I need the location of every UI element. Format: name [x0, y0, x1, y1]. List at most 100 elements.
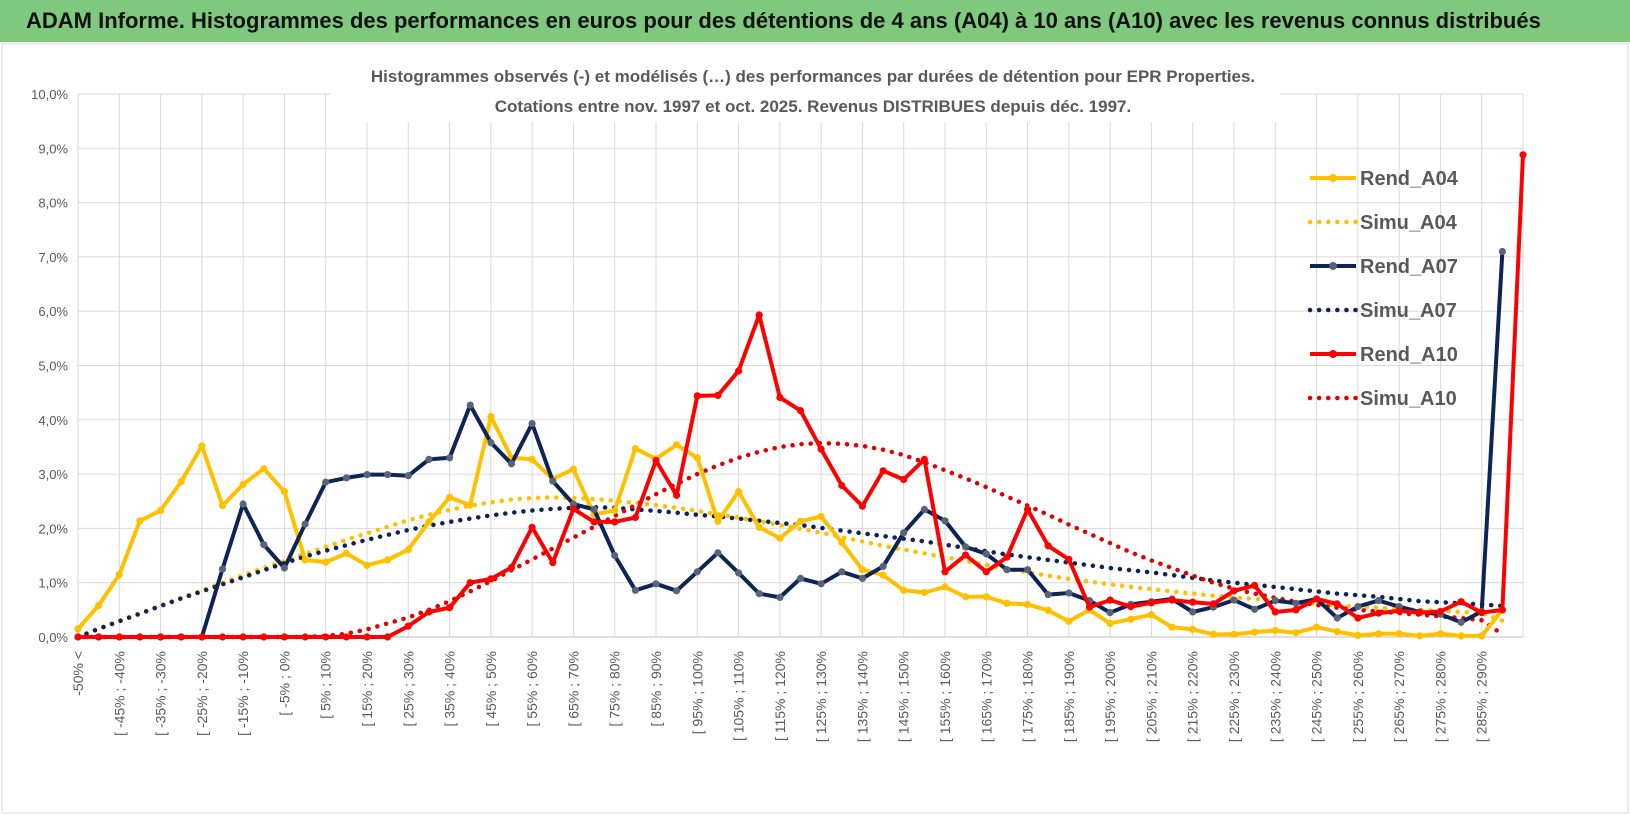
data-point-rend-a10	[198, 633, 206, 641]
data-point-rend-a04	[1024, 600, 1032, 609]
data-point-rend-a10	[177, 633, 185, 641]
data-point-rend-a04	[796, 517, 805, 525]
data-point-rend-a10	[1478, 609, 1486, 617]
x-tick-label: -50% <	[70, 651, 86, 696]
data-point-rend-a10	[693, 392, 701, 400]
data-point-rend-a10	[755, 311, 763, 319]
legend-label-simu-a10: Simu_A10	[1360, 388, 1457, 410]
data-point-rend-a07	[1065, 589, 1073, 597]
data-point-rend-a10	[817, 445, 825, 453]
data-point-rend-a04	[239, 480, 247, 488]
legend-marker-rend-a04	[1329, 174, 1337, 182]
data-point-rend-a07	[507, 460, 516, 468]
x-tick-label: [ 75% ; 80%	[607, 651, 623, 727]
chart-title-line-2: Cotations entre nov. 1997 et oct. 2025. …	[495, 97, 1131, 116]
data-point-rend-a10	[569, 505, 578, 513]
data-point-rend-a10	[796, 407, 805, 415]
data-point-rend-a07	[652, 580, 660, 588]
data-point-rend-a04	[631, 445, 640, 453]
data-point-rend-a10	[301, 633, 309, 641]
data-point-rend-a04	[1003, 599, 1011, 607]
y-tick-label: 6,0%	[38, 304, 68, 319]
data-point-rend-a07	[446, 454, 454, 462]
data-point-rend-a07	[301, 520, 309, 528]
data-point-rend-a04	[1044, 606, 1052, 615]
data-point-rend-a10	[260, 633, 268, 641]
x-tick-label: [ 45% ; 50%	[483, 651, 499, 727]
data-point-rend-a07	[404, 472, 412, 480]
data-point-rend-a10	[1457, 598, 1465, 606]
data-point-rend-a07	[528, 420, 536, 428]
data-point-rend-a10	[1271, 608, 1279, 616]
x-tick-label: [ 205% ; 210%	[1143, 651, 1159, 742]
data-point-rend-a04	[1127, 615, 1135, 623]
chart-title-line-1: Histogrammes observés (-) et modélisés (…	[371, 67, 1255, 86]
x-tick-label: [ -35% ; -30%	[153, 651, 169, 736]
data-point-rend-a10	[1168, 596, 1176, 604]
x-tick-label: [ -45% ; -40%	[111, 651, 127, 736]
data-point-rend-a10	[735, 367, 743, 375]
data-point-rend-a10	[1065, 555, 1073, 564]
data-point-rend-a07	[280, 564, 288, 572]
data-point-rend-a10	[838, 481, 846, 490]
data-point-rend-a10	[342, 633, 350, 641]
data-point-rend-a10	[280, 633, 288, 641]
legend: Rend_A04 Simu_A04 Rend_A07 Simu_A07 Rend_A10…	[1307, 168, 1459, 410]
x-tick-label: [ 125% ; 130%	[813, 651, 829, 742]
data-point-rend-a04	[115, 571, 123, 579]
data-point-rend-a10	[858, 502, 867, 510]
data-point-rend-a04	[1478, 632, 1486, 640]
data-point-rend-a10	[920, 455, 929, 463]
data-point-rend-a04	[446, 493, 454, 501]
data-point-rend-a10	[446, 604, 454, 612]
data-point-rend-a04	[1354, 631, 1362, 640]
data-point-rend-a04	[1209, 630, 1217, 638]
data-point-rend-a10	[1395, 607, 1403, 615]
data-point-rend-a10	[384, 633, 392, 641]
grid-lines	[77, 93, 1524, 638]
legend-label-rend-a04: Rend_A04	[1360, 168, 1459, 190]
data-point-rend-a07	[590, 505, 598, 513]
data-point-rend-a10	[1292, 606, 1300, 614]
x-tick-label: [ 95% ; 100%	[689, 651, 705, 734]
y-tick-label: 8,0%	[38, 196, 68, 211]
legend-label-simu-a04: Simu_A04	[1360, 212, 1458, 234]
data-point-rend-a07	[982, 550, 990, 558]
data-point-rend-a07	[838, 568, 846, 576]
y-tick-label: 9,0%	[38, 141, 68, 156]
data-point-rend-a10	[1436, 607, 1444, 616]
x-tick-label: [ 265% ; 270%	[1391, 651, 1407, 742]
x-tick-label: [ -15% ; -10%	[235, 651, 251, 736]
data-point-rend-a10	[673, 491, 681, 499]
data-point-rend-a10	[528, 523, 536, 531]
data-point-rend-a04	[177, 478, 185, 486]
legend-label-rend-a07: Rend_A07	[1360, 256, 1458, 278]
data-point-rend-a07	[611, 551, 619, 560]
data-point-rend-a04	[941, 583, 949, 591]
data-point-rend-a10	[1189, 598, 1197, 606]
data-point-rend-a07	[1024, 566, 1032, 574]
data-point-rend-a10	[962, 551, 970, 559]
data-point-rend-a10	[1085, 603, 1094, 611]
data-point-rend-a07	[1044, 591, 1052, 599]
data-point-rend-a10	[1354, 614, 1362, 622]
data-point-rend-a04	[982, 593, 990, 601]
data-point-rend-a07	[384, 471, 392, 479]
data-point-rend-a07	[1498, 247, 1506, 256]
data-point-rend-a07	[1230, 596, 1238, 604]
data-point-rend-a07	[322, 478, 330, 486]
data-point-rend-a07	[714, 549, 722, 557]
data-point-rend-a04	[1436, 630, 1444, 638]
data-point-rend-a10	[239, 633, 247, 641]
data-point-rend-a07	[817, 580, 825, 588]
data-point-rend-a04	[611, 506, 619, 515]
data-point-rend-a10	[1416, 609, 1424, 617]
x-tick-label: [ 135% ; 140%	[854, 651, 870, 742]
data-point-rend-a04	[569, 465, 578, 473]
x-tick-label: [ -5% ; 0%	[276, 651, 292, 716]
data-point-rend-a10	[652, 456, 660, 465]
x-tick-label: [ -25% ; -20%	[194, 651, 210, 736]
data-point-rend-a07	[1292, 599, 1300, 607]
chart-title-block: Histogrammes observés (-) et modélisés (…	[330, 58, 1280, 122]
y-tick-label: 7,0%	[38, 250, 68, 265]
